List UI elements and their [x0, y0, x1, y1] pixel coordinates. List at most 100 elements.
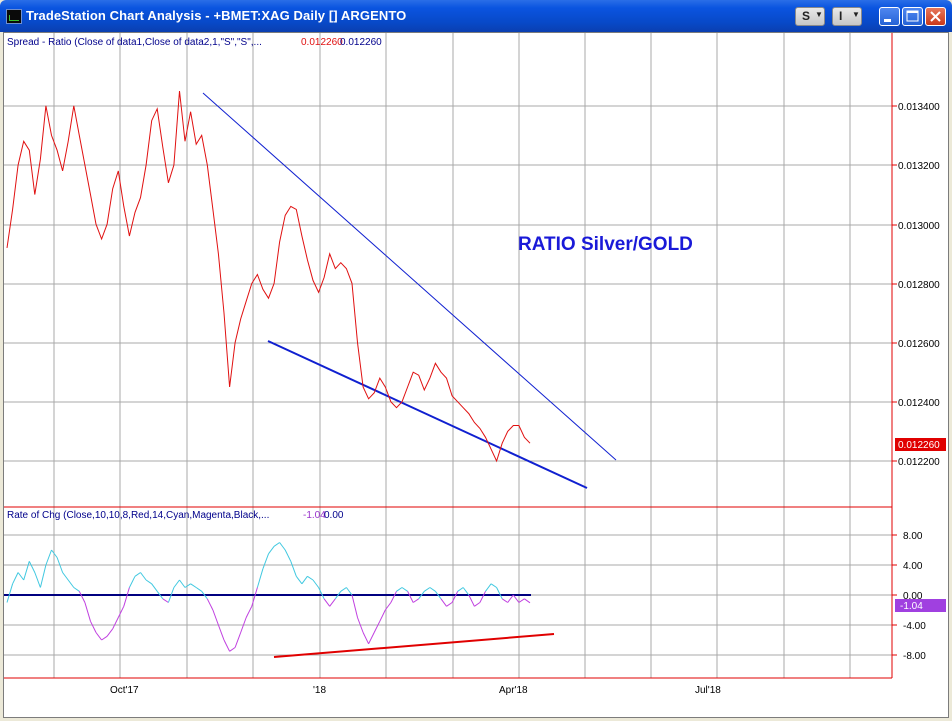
- chart-annotation: RATIO Silver/GOLD: [518, 234, 693, 255]
- upper-trendline[interactable]: [202, 92, 617, 461]
- title-bar: TradeStation Chart Analysis - +BMET:XAG …: [0, 0, 952, 32]
- chart-area[interactable]: Spread - Ratio (Close of data1,Close of …: [3, 32, 949, 718]
- roc-segment: [51, 549, 58, 558]
- time-axis: Oct'17 '18 Apr'18 Jul'18: [110, 685, 721, 696]
- roc-segment: [95, 632, 103, 641]
- roc-segment: [173, 579, 180, 588]
- chevron-down-icon: ▼: [852, 10, 860, 19]
- roc-segment: [39, 564, 47, 588]
- roc-segment: [78, 591, 86, 603]
- roc-segment: [451, 591, 459, 603]
- ratio-tick-label: 0.012800: [898, 280, 940, 291]
- roc-segment: [84, 602, 91, 622]
- roc-value-2: 0.00: [324, 510, 344, 521]
- roc-series-line: [6, 542, 531, 652]
- x-tick-label: Jul'18: [695, 685, 721, 696]
- roc-segment: [407, 591, 414, 603]
- roc-segment: [56, 557, 64, 573]
- roc-segment: [45, 549, 52, 566]
- roc-segment: [485, 583, 492, 592]
- roc-segment: [396, 587, 403, 592]
- roc-segment: [179, 579, 186, 588]
- roc-last-value: -1.04: [900, 601, 923, 612]
- roc-tick-label: 0.00: [903, 591, 923, 602]
- roc-last-value-tag: -1.04: [895, 599, 946, 612]
- roc-segment: [318, 587, 325, 600]
- roc-segment: [345, 587, 353, 596]
- roc-segment: [351, 594, 358, 618]
- roc-segment: [184, 583, 191, 588]
- roc-segment: [418, 591, 425, 600]
- roc-segment: [6, 583, 14, 603]
- roc-segment: [134, 572, 141, 577]
- roc-segment: [412, 598, 419, 603]
- roc-segment: [256, 568, 264, 588]
- roc-segment: [501, 598, 508, 603]
- roc-segment: [117, 606, 125, 618]
- roc-segment: [518, 598, 525, 603]
- roc-segment: [101, 635, 108, 641]
- roc-segment: [496, 587, 503, 600]
- roc-segment: [424, 587, 431, 592]
- chevron-down-icon: ▼: [815, 10, 823, 19]
- symbol-link-s-button[interactable]: S ▼: [795, 7, 825, 26]
- tradestation-app-icon: [6, 9, 22, 24]
- maximize-icon: [906, 10, 919, 22]
- x-tick-label: Oct'17: [110, 685, 139, 696]
- ratio-study-label: Spread - Ratio (Close of data1,Close of …: [7, 37, 262, 48]
- maximize-button[interactable]: [902, 7, 923, 26]
- chart-canvas[interactable]: Spread - Ratio (Close of data1,Close of …: [4, 33, 948, 717]
- ratio-tick-label: 0.013000: [898, 221, 940, 232]
- roc-segment: [217, 624, 225, 641]
- lower-trendline[interactable]: [267, 340, 588, 489]
- roc-segment: [401, 587, 408, 592]
- roc-segment: [128, 576, 136, 588]
- roc-segment: [329, 598, 336, 607]
- minimize-icon: [884, 19, 891, 22]
- roc-axis: 8.00 4.00 0.00 -4.00 -8.00: [892, 531, 926, 662]
- ratio-last-value-tag: 0.012260: [895, 438, 946, 451]
- roc-segment: [474, 602, 481, 607]
- roc-segment: [206, 598, 214, 611]
- roc-segment: [284, 549, 292, 562]
- roc-segment: [434, 591, 442, 600]
- roc-segment: [67, 579, 75, 588]
- roc-trendline[interactable]: [273, 633, 555, 658]
- close-button[interactable]: [925, 7, 946, 26]
- roc-segment: [290, 561, 297, 577]
- roc-segment: [301, 576, 308, 585]
- roc-segment: [240, 617, 247, 633]
- roc-segment: [307, 575, 314, 581]
- roc-segment: [462, 587, 470, 596]
- roc-segment: [323, 598, 331, 607]
- minimize-button[interactable]: [879, 7, 900, 26]
- roc-segment: [384, 602, 392, 611]
- roc-segment: [73, 587, 80, 592]
- s-button-label: S: [802, 9, 811, 23]
- roc-segment: [145, 579, 152, 585]
- ratio-tick-label: 0.012400: [898, 398, 940, 409]
- roc-segment: [245, 606, 253, 618]
- roc-segment: [507, 594, 514, 603]
- ratio-axis: 0.013400 0.013200 0.013000 0.012800 0.01…: [892, 102, 940, 468]
- x-tick-label: Apr'18: [499, 685, 528, 696]
- indicator-i-button[interactable]: I ▼: [832, 7, 862, 26]
- roc-segment: [262, 553, 269, 569]
- ratio-series-line: [6, 90, 531, 463]
- roc-segment: [273, 542, 280, 547]
- x-tick-label: '18: [313, 685, 326, 696]
- close-icon: [930, 11, 941, 22]
- roc-segment: [446, 602, 453, 607]
- roc-segment: [151, 583, 158, 592]
- roc-segment: [140, 572, 147, 581]
- ratio-value-2: 0.012260: [340, 37, 382, 48]
- roc-segment: [373, 621, 381, 633]
- roc-segment: [162, 598, 169, 603]
- roc-segment: [112, 617, 119, 630]
- roc-segment: [479, 591, 486, 603]
- chart-grid: [4, 33, 892, 678]
- roc-segment: [201, 591, 208, 600]
- window-title: TradeStation Chart Analysis - +BMET:XAG …: [26, 8, 407, 23]
- roc-segment: [106, 628, 114, 637]
- ratio-value-1: 0.012260: [301, 37, 343, 48]
